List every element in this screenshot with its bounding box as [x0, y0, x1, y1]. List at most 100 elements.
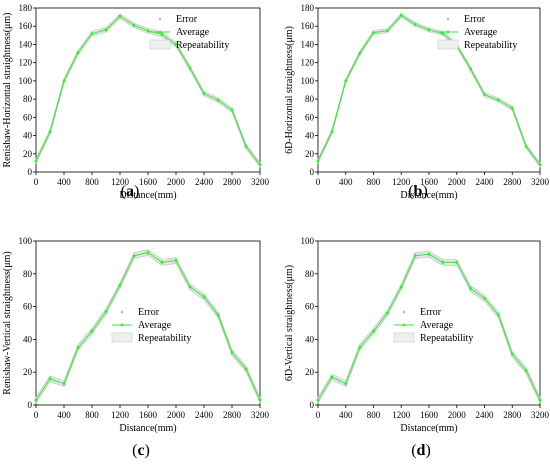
panel-caption: (a)	[121, 183, 140, 200]
x-tick-label: 1600	[139, 410, 158, 420]
legend-average-marker	[446, 30, 450, 34]
x-tick-label: 2000	[448, 177, 467, 187]
panel-caption: (b)	[408, 183, 428, 200]
average-point	[538, 398, 542, 402]
legend-average-marker	[402, 323, 406, 327]
x-tick-label: 0	[34, 410, 39, 420]
x-tick-label: 1200	[392, 410, 411, 420]
average-point	[132, 254, 136, 258]
x-tick-label: 0	[316, 177, 321, 187]
y-tick-label: 60	[305, 112, 315, 122]
x-tick-label: 800	[85, 410, 99, 420]
x-tick-label: 3200	[251, 177, 270, 187]
average-point	[372, 329, 375, 333]
x-tick-label: 2000	[167, 177, 186, 187]
x-tick-label: 1600	[420, 410, 439, 420]
x-tick-label: 2400	[476, 410, 495, 420]
average-point	[216, 313, 220, 317]
average-point	[230, 108, 234, 112]
average-point	[146, 29, 150, 33]
average-point	[34, 159, 38, 163]
legend-error-marker	[158, 17, 162, 21]
legend: Error Average Repeatability	[393, 307, 473, 344]
error-point	[132, 252, 136, 255]
x-axis-label: Distance(mm)	[400, 190, 457, 201]
average-point	[118, 14, 122, 18]
average-point	[399, 13, 403, 17]
y-axis-label: Renishaw-Horizontal straightness(μm)	[2, 12, 13, 167]
average-point	[372, 31, 375, 34]
average-point	[132, 23, 136, 27]
error-point	[427, 255, 431, 258]
average-point	[146, 251, 150, 254]
plot-frame	[317, 7, 541, 173]
y-axis-label: Renishaw-Vertical straightness(μm)	[2, 251, 13, 394]
x-tick-label: 800	[367, 177, 381, 187]
error-point	[48, 375, 52, 378]
y-tick-label: 40	[23, 131, 33, 141]
x-tick-label: 0	[316, 410, 321, 420]
error-point	[146, 249, 150, 252]
error-point	[90, 332, 94, 335]
x-tick-label: 2400	[195, 410, 214, 420]
error-point	[202, 293, 206, 296]
average-point	[316, 159, 320, 163]
legend-repeatability-swatch	[149, 39, 171, 50]
error-point	[427, 250, 431, 254]
panel-caption: (d)	[411, 442, 431, 459]
x-tick-label: 1600	[420, 177, 439, 187]
average-point	[202, 92, 206, 96]
y-axis-label: 6D-Vertical straightness(μm)	[284, 265, 295, 381]
average-point	[174, 43, 178, 46]
legend-average-marker	[120, 323, 124, 327]
error-point	[244, 365, 248, 368]
x-tick-label: 400	[57, 410, 71, 420]
average-point	[90, 329, 94, 333]
legend-repeatability-swatch	[393, 332, 415, 343]
y-tick-label: 40	[305, 334, 315, 344]
legend-average-marker	[158, 30, 162, 34]
y-tick-label: 0	[310, 167, 315, 177]
y-axis-label: 6D-Horizontal straightness(μm)	[284, 26, 295, 154]
x-axis-label: Distance(mm)	[400, 423, 457, 434]
x-axis-label: Distance(mm)	[119, 190, 176, 201]
y-tick-label: 80	[305, 94, 315, 104]
error-point	[511, 355, 514, 358]
average-point	[483, 297, 486, 300]
legend-repeatability-label: Repeatability	[464, 40, 517, 51]
average-point	[510, 352, 514, 356]
repeatability-band	[35, 13, 261, 168]
average-point	[244, 145, 248, 148]
legend: Error Average Repeatability	[437, 14, 517, 51]
error-point	[483, 299, 486, 302]
error-point	[372, 332, 375, 335]
average-point	[358, 52, 362, 55]
average-point	[76, 51, 80, 55]
legend-average-label: Average	[138, 320, 172, 331]
average-point	[62, 79, 66, 83]
y-tick-label: 160	[301, 21, 315, 31]
average-point	[160, 33, 164, 36]
error-point	[525, 367, 528, 370]
legend-error-label: Error	[420, 307, 442, 318]
average-point	[469, 67, 473, 71]
x-tick-label: 2000	[167, 410, 186, 420]
y-tick-label: 80	[305, 269, 315, 279]
error-point	[344, 384, 347, 387]
average-point	[441, 260, 445, 264]
error-point	[76, 344, 80, 347]
average-point	[469, 287, 473, 290]
legend: Error Average Repeatability	[111, 307, 191, 344]
average-point	[230, 351, 234, 354]
average-point	[441, 32, 445, 35]
x-tick-label: 800	[367, 410, 381, 420]
average-point	[90, 32, 94, 35]
x-tick-label: 2800	[223, 177, 242, 187]
y-tick-label: 0	[28, 400, 33, 410]
y-tick-label: 0	[310, 400, 315, 410]
average-point	[385, 29, 389, 33]
x-tick-label: 1200	[111, 410, 130, 420]
y-tick-label: 20	[23, 149, 33, 159]
error-point	[330, 373, 333, 377]
